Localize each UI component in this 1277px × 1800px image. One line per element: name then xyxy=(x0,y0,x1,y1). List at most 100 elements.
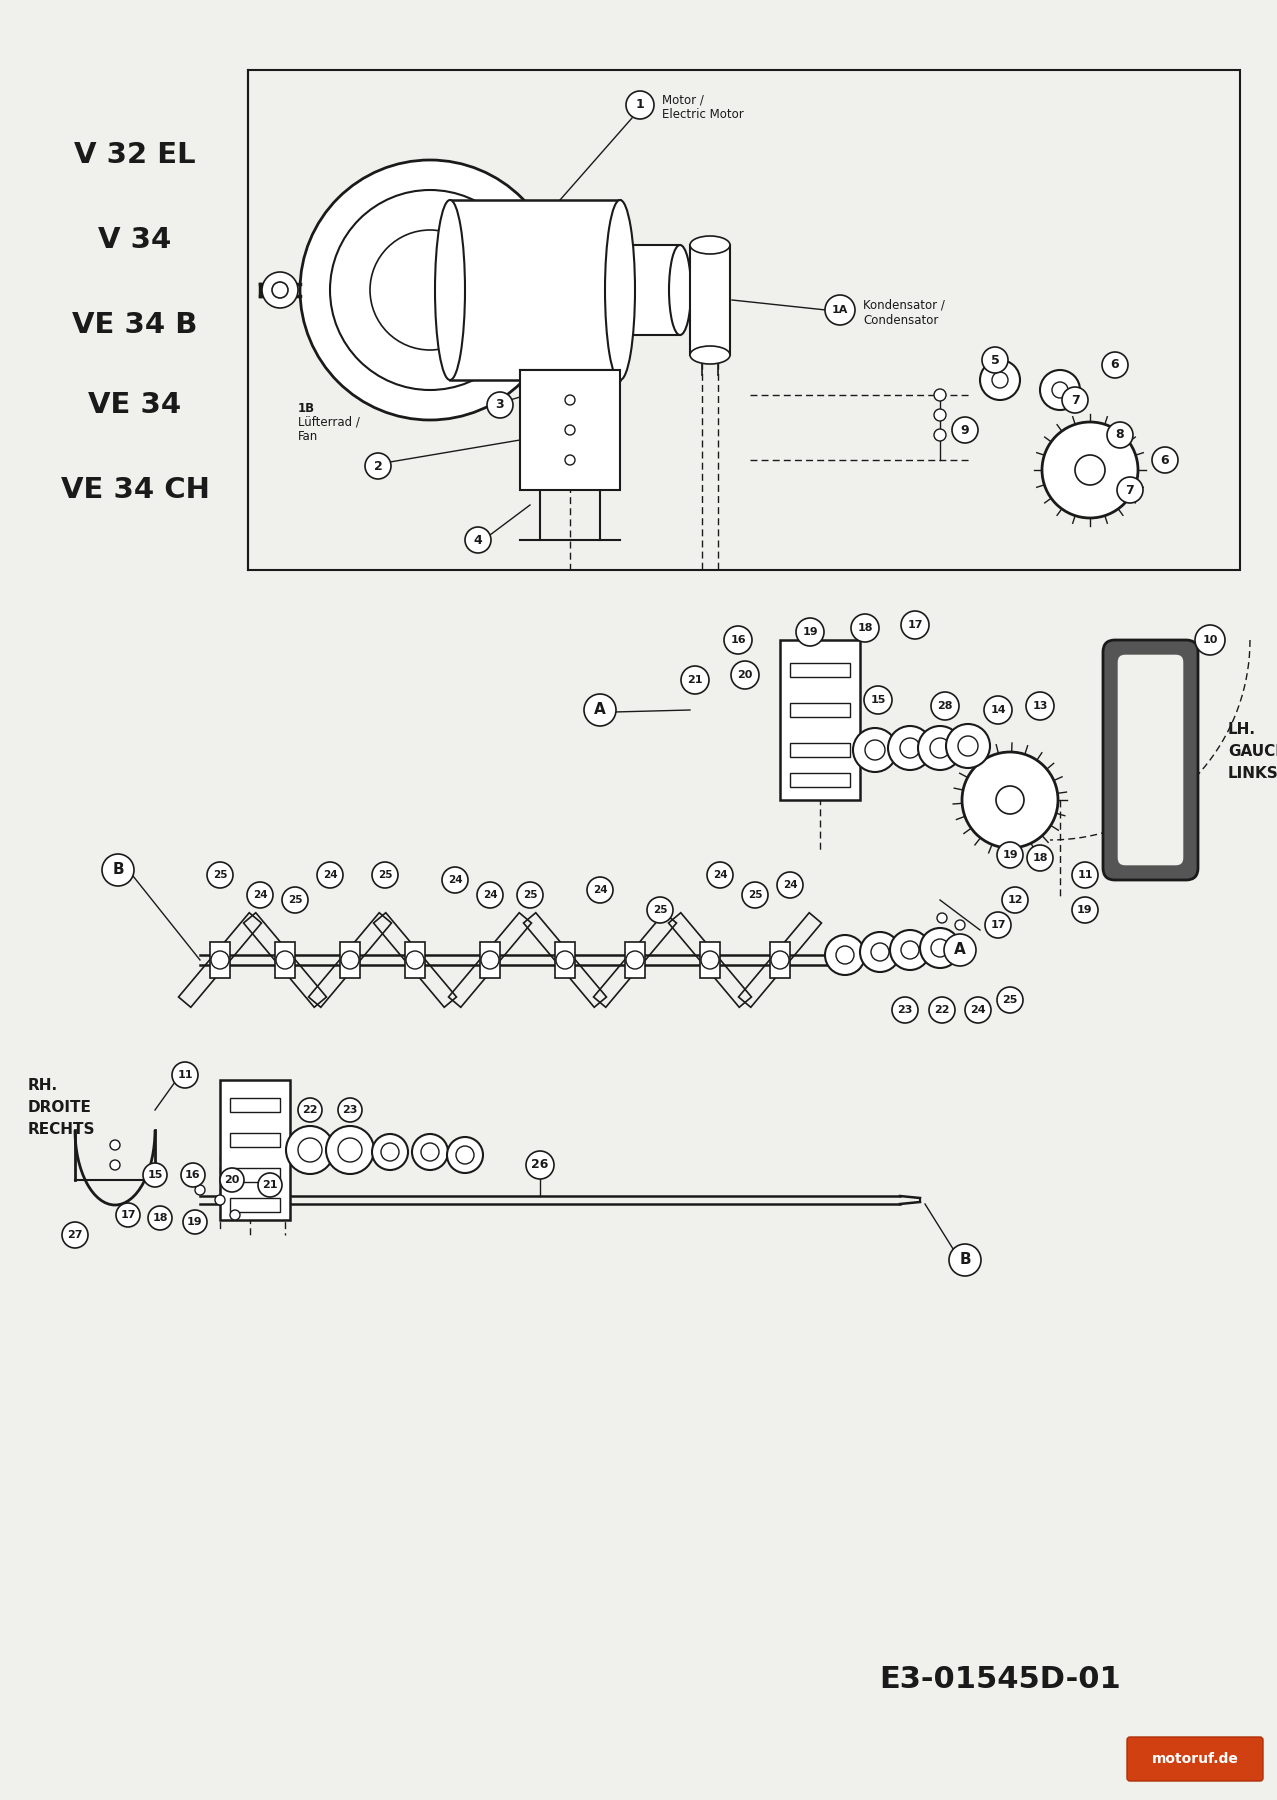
Circle shape xyxy=(1027,844,1054,871)
Text: RECHTS: RECHTS xyxy=(28,1121,96,1136)
Text: DROITE: DROITE xyxy=(28,1100,92,1114)
Text: 18: 18 xyxy=(152,1213,167,1222)
Circle shape xyxy=(933,389,946,401)
Text: 19: 19 xyxy=(1002,850,1018,860)
Text: 22: 22 xyxy=(303,1105,318,1114)
Text: 10: 10 xyxy=(1203,635,1218,644)
Text: LH.: LH. xyxy=(1228,722,1257,738)
Circle shape xyxy=(825,295,856,326)
Ellipse shape xyxy=(669,245,691,335)
Circle shape xyxy=(1152,446,1177,473)
Text: 24: 24 xyxy=(971,1004,986,1015)
Text: 17: 17 xyxy=(120,1210,135,1220)
Text: 25: 25 xyxy=(748,889,762,900)
Circle shape xyxy=(183,1210,207,1235)
Circle shape xyxy=(282,887,308,913)
Circle shape xyxy=(465,527,490,553)
Circle shape xyxy=(1075,455,1105,484)
Circle shape xyxy=(262,272,298,308)
Text: 24: 24 xyxy=(448,875,462,886)
Circle shape xyxy=(587,877,613,904)
Text: 28: 28 xyxy=(937,700,953,711)
Bar xyxy=(780,641,859,799)
Text: 24: 24 xyxy=(253,889,267,900)
Circle shape xyxy=(965,997,991,1022)
Circle shape xyxy=(276,950,294,968)
Text: A: A xyxy=(954,943,965,958)
Bar xyxy=(790,662,850,677)
Text: 11: 11 xyxy=(1078,869,1093,880)
Circle shape xyxy=(272,283,289,299)
Circle shape xyxy=(564,425,575,436)
Circle shape xyxy=(442,868,467,893)
Circle shape xyxy=(406,950,424,968)
Circle shape xyxy=(997,986,1023,1013)
Circle shape xyxy=(564,394,575,405)
Text: V 32 EL: V 32 EL xyxy=(74,140,195,169)
Text: Electric Motor: Electric Motor xyxy=(661,108,743,122)
Text: 14: 14 xyxy=(990,706,1006,715)
Text: 6: 6 xyxy=(1161,454,1170,466)
Circle shape xyxy=(317,862,344,887)
Text: 8: 8 xyxy=(1116,428,1124,441)
Bar xyxy=(790,772,850,787)
Circle shape xyxy=(865,740,885,760)
Text: 24: 24 xyxy=(483,889,497,900)
Text: 25: 25 xyxy=(213,869,227,880)
Circle shape xyxy=(1071,896,1098,923)
Text: 24: 24 xyxy=(713,869,728,880)
Text: 22: 22 xyxy=(935,1004,950,1015)
Circle shape xyxy=(853,727,896,772)
Circle shape xyxy=(979,360,1020,400)
Circle shape xyxy=(230,1210,240,1220)
Circle shape xyxy=(776,871,803,898)
Circle shape xyxy=(850,614,879,643)
Text: 16: 16 xyxy=(730,635,746,644)
Circle shape xyxy=(215,1195,225,1204)
Circle shape xyxy=(1002,887,1028,913)
Text: VE 34: VE 34 xyxy=(88,391,181,419)
Circle shape xyxy=(1039,371,1080,410)
Circle shape xyxy=(220,1168,244,1192)
Text: V 34: V 34 xyxy=(98,227,171,254)
Circle shape xyxy=(796,617,824,646)
Circle shape xyxy=(181,1163,206,1186)
Circle shape xyxy=(902,941,919,959)
Circle shape xyxy=(928,997,955,1022)
Text: 27: 27 xyxy=(68,1229,83,1240)
Bar xyxy=(700,941,720,977)
Text: 23: 23 xyxy=(342,1105,358,1114)
Bar xyxy=(520,371,621,490)
Circle shape xyxy=(982,347,1008,373)
Text: 24: 24 xyxy=(783,880,797,889)
Circle shape xyxy=(730,661,759,689)
Text: B: B xyxy=(959,1253,971,1267)
Ellipse shape xyxy=(690,236,730,254)
Text: 19: 19 xyxy=(188,1217,203,1228)
Circle shape xyxy=(148,1206,172,1229)
Circle shape xyxy=(985,913,1011,938)
Circle shape xyxy=(110,1139,120,1150)
Text: 18: 18 xyxy=(857,623,872,634)
Text: 13: 13 xyxy=(1032,700,1047,711)
Text: LINKS: LINKS xyxy=(1228,767,1277,781)
Bar xyxy=(230,1132,280,1147)
Circle shape xyxy=(372,1134,407,1170)
Circle shape xyxy=(172,1062,198,1087)
Text: 2: 2 xyxy=(374,459,382,472)
Text: 1B: 1B xyxy=(298,401,315,414)
Text: 21: 21 xyxy=(687,675,702,686)
Circle shape xyxy=(890,931,930,970)
Bar xyxy=(209,941,230,977)
Circle shape xyxy=(865,686,893,715)
Text: A: A xyxy=(594,702,605,718)
Circle shape xyxy=(944,934,976,967)
Circle shape xyxy=(338,1098,361,1121)
Circle shape xyxy=(338,1138,361,1163)
Circle shape xyxy=(246,882,273,907)
Circle shape xyxy=(1102,353,1128,378)
Circle shape xyxy=(63,1222,88,1247)
Circle shape xyxy=(102,853,134,886)
Bar xyxy=(480,941,501,977)
Circle shape xyxy=(931,691,959,720)
